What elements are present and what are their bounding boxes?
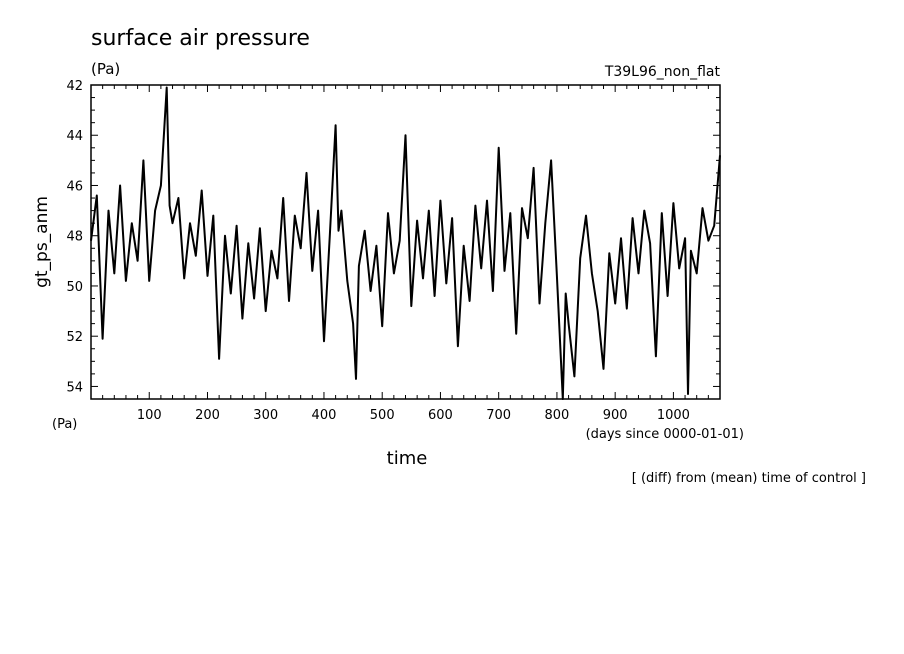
title-unit: (Pa) xyxy=(91,60,120,78)
y-tick-label: 42 xyxy=(66,79,83,94)
x-tick-label: 100 xyxy=(137,408,162,423)
x-tick-label: 200 xyxy=(195,408,220,423)
y-tick-label: 46 xyxy=(66,179,83,194)
y-axis-label: gt_ps_anm xyxy=(32,196,52,288)
y-tick-label: 50 xyxy=(66,280,83,295)
x-tick-label: 400 xyxy=(312,408,337,423)
x-tick-label: 700 xyxy=(486,408,511,423)
x-tick-label: 900 xyxy=(603,408,628,423)
chart-title: surface air pressure xyxy=(91,26,310,51)
x-tick-label: 500 xyxy=(370,408,395,423)
x-axis: 100 200 300 400 500 600 700 800 900 1000 xyxy=(102,85,709,423)
x-tick-label: 300 xyxy=(253,408,278,423)
y-tick-label: 54 xyxy=(66,380,83,395)
x-tick-label: 800 xyxy=(545,408,570,423)
x-axis-unit: (days since 0000-01-01) xyxy=(586,427,744,442)
plot-frame xyxy=(90,84,721,400)
y-tick-label: 52 xyxy=(66,330,83,345)
footnote: [ (diff) from (mean) time of control ] xyxy=(632,471,866,486)
x-tick-label: 600 xyxy=(428,408,453,423)
series-line xyxy=(90,86,721,400)
y-axis-unit: (Pa) xyxy=(52,417,77,432)
x-axis-label: time xyxy=(387,448,428,469)
x-tick-label: 1000 xyxy=(657,408,690,423)
experiment-label: T39L96_non_flat xyxy=(604,64,721,80)
y-tick-label: 48 xyxy=(66,230,83,245)
y-tick-label: 44 xyxy=(66,129,83,144)
